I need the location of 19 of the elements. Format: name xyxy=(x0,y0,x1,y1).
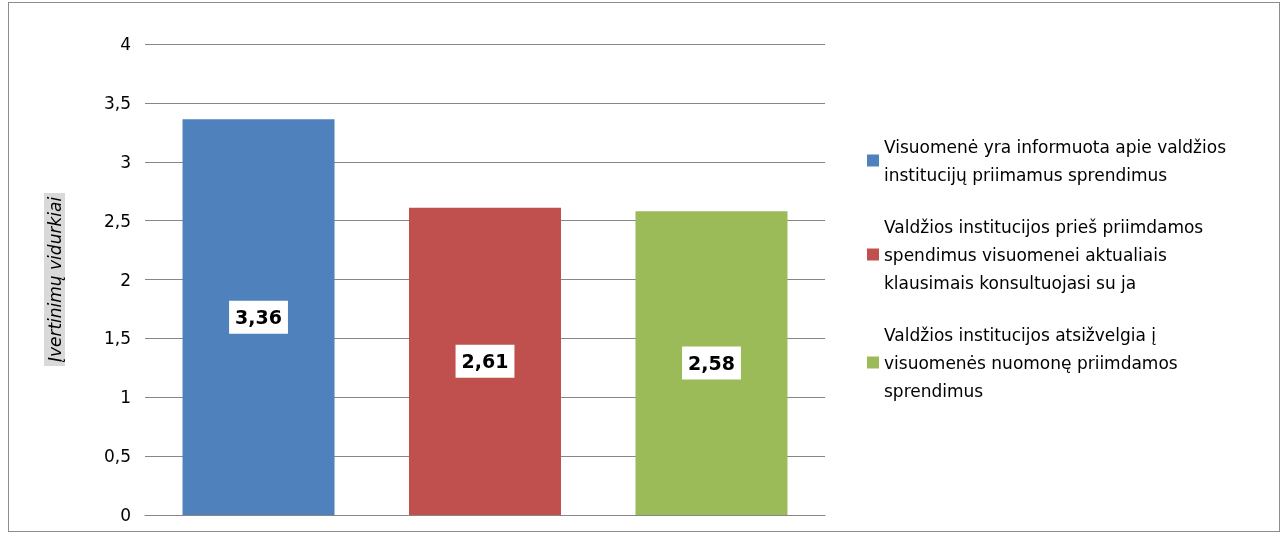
legend-label: Valdžios institucijos prieš priimdamos spendimus visuomenei aktualiais klausimais konsultuojasi su ja xyxy=(884,216,1209,293)
y-axis-title: Įvertinimų vidurkiai xyxy=(44,196,65,364)
data-label: 2,58 xyxy=(688,352,735,375)
bar xyxy=(182,119,335,515)
y-tick-label: 3,5 xyxy=(103,92,131,113)
y-tick-label: 0 xyxy=(120,505,131,525)
data-label: 3,36 xyxy=(235,306,282,329)
y-tick-label: 2,5 xyxy=(103,210,131,231)
y-tick-label: 3 xyxy=(120,151,131,172)
bar xyxy=(409,207,561,515)
y-tick-label: 4 xyxy=(120,34,131,54)
data-label: 2,61 xyxy=(461,350,509,373)
legend-label: Visuomenė yra informuota apie valdžios institucijų priimamus sprendimus xyxy=(884,136,1232,185)
legend-label: Valdžios institucijos atsižvelgia į visuomenės nuomonę priimdamos sprendimus xyxy=(884,324,1184,401)
y-tick-label: 1,5 xyxy=(103,328,131,349)
bar xyxy=(635,211,788,515)
y-tick-label: 0,5 xyxy=(103,446,131,467)
y-tick-label: 2 xyxy=(120,269,131,290)
y-tick-label: 1 xyxy=(120,387,131,408)
